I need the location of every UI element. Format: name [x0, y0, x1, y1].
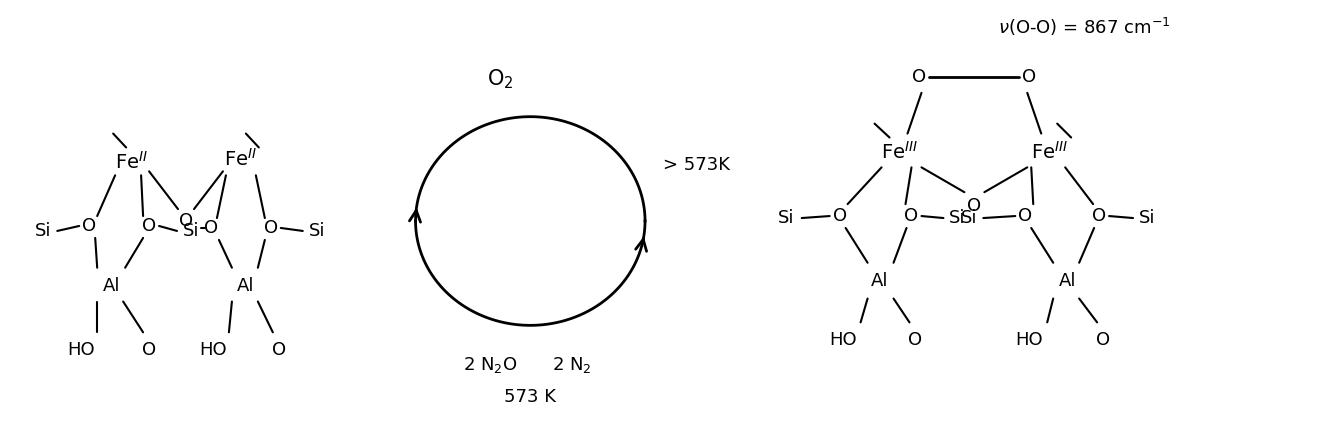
Text: Si: Si	[183, 222, 199, 240]
Text: Al: Al	[102, 277, 119, 295]
Text: O: O	[1092, 207, 1106, 225]
Text: O: O	[82, 217, 97, 235]
Text: O: O	[142, 217, 156, 235]
Text: Fe$^{\mathit{II}}$: Fe$^{\mathit{II}}$	[114, 150, 148, 172]
Text: Al: Al	[871, 272, 888, 289]
Text: O: O	[264, 219, 278, 237]
Text: O: O	[968, 197, 981, 215]
Text: O: O	[1023, 68, 1036, 86]
Text: Si: Si	[309, 222, 325, 240]
Text: O: O	[178, 212, 193, 230]
Text: $\nu$(O-O) = 867 cm$^{-1}$: $\nu$(O-O) = 867 cm$^{-1}$	[998, 16, 1170, 38]
Text: O$_2$: O$_2$	[487, 67, 514, 91]
Text: O: O	[1096, 331, 1110, 349]
Text: O: O	[1019, 207, 1032, 225]
Text: Al: Al	[238, 277, 255, 295]
Text: 2 N$_2$: 2 N$_2$	[553, 355, 592, 375]
Text: Si: Si	[777, 209, 794, 227]
Text: Si: Si	[949, 209, 966, 227]
Text: Fe$^{\mathit{III}}$: Fe$^{\mathit{III}}$	[1031, 140, 1068, 162]
Text: HO: HO	[67, 341, 95, 359]
Text: Si: Si	[35, 222, 51, 240]
Text: Si: Si	[1139, 209, 1155, 227]
Text: HO: HO	[829, 331, 856, 349]
Text: HO: HO	[1016, 331, 1043, 349]
Text: O: O	[271, 341, 286, 359]
Text: O: O	[909, 331, 922, 349]
Text: 573 K: 573 K	[505, 388, 557, 406]
Text: Si: Si	[961, 209, 977, 227]
Text: 2 N$_2$O: 2 N$_2$O	[463, 355, 518, 375]
Text: O: O	[913, 68, 926, 86]
Text: O: O	[142, 341, 156, 359]
Text: > 573K: > 573K	[663, 157, 730, 174]
Text: Al: Al	[1059, 272, 1076, 289]
Text: Fe$^{\mathit{II}}$: Fe$^{\mathit{II}}$	[224, 148, 258, 169]
Text: HO: HO	[199, 341, 227, 359]
Text: Fe$^{\mathit{III}}$: Fe$^{\mathit{III}}$	[880, 140, 918, 162]
Text: O: O	[905, 207, 918, 225]
Text: O: O	[204, 219, 217, 237]
Text: O: O	[832, 207, 847, 225]
